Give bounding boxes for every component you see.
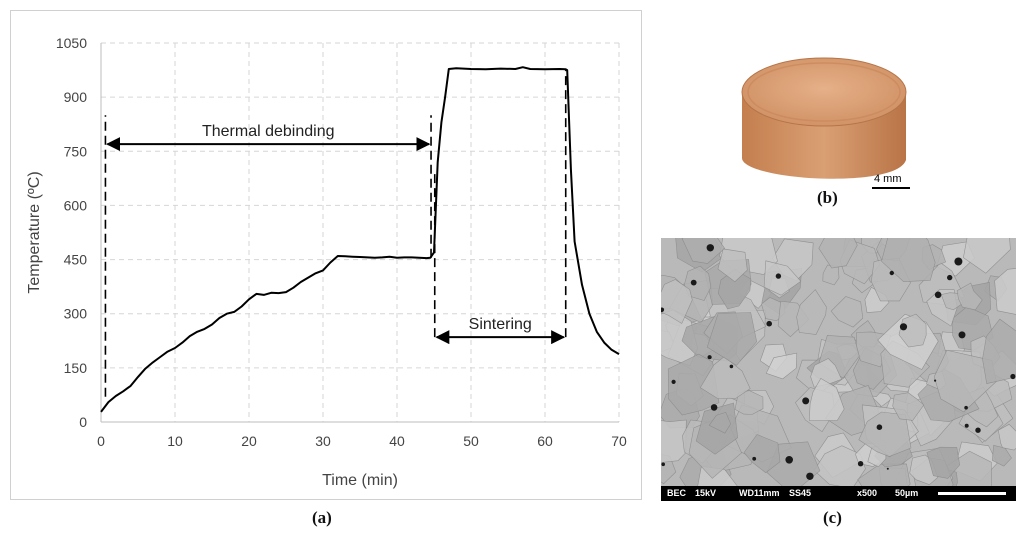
y-tick-label: 450 bbox=[64, 252, 88, 268]
sample-photo: 4 mm bbox=[736, 50, 956, 215]
temperature-series-line bbox=[100, 66, 620, 413]
y-tick-label: 750 bbox=[64, 143, 88, 159]
y-tick-label: 600 bbox=[64, 197, 88, 213]
y-tick-label: 0 bbox=[79, 414, 87, 430]
sem-texture bbox=[661, 238, 1016, 501]
x-tick-label: 40 bbox=[389, 433, 405, 449]
x-tick-label: 0 bbox=[97, 433, 105, 449]
x-tick-label: 20 bbox=[241, 433, 257, 449]
sem-scale-label: 50µm bbox=[895, 488, 919, 498]
x-tick-label: 60 bbox=[537, 433, 553, 449]
chart-frame: 0 150 300 450 600 750 900 1050 0 10 20 30 40 50 60 70 Ti… bbox=[10, 10, 642, 500]
y-tick-label: 300 bbox=[64, 306, 88, 322]
annotation-label: Sintering bbox=[469, 316, 532, 333]
x-tick-label: 50 bbox=[463, 433, 479, 449]
sem-micrograph: BEC 15kV WD11mm SS45 x500 50µm bbox=[661, 238, 1016, 501]
panel-label-b: (b) bbox=[817, 188, 838, 207]
sample-top-rim bbox=[747, 62, 901, 122]
sem-magnification: x500 bbox=[857, 488, 878, 498]
sem-working-distance: WD11mm bbox=[739, 488, 780, 498]
sem-spot-size: SS45 bbox=[789, 488, 812, 498]
sem-scale-bar bbox=[938, 492, 1006, 495]
y-tick-label: 900 bbox=[64, 89, 88, 105]
sem-info-bar: BEC 15kV WD11mm SS45 x500 50µm bbox=[661, 486, 1016, 501]
sem-grain-texture bbox=[661, 238, 1016, 501]
sample-top bbox=[741, 57, 907, 127]
temperature-chart: 0 150 300 450 600 750 900 1050 0 10 20 30 40 50 60 70 Ti… bbox=[26, 35, 627, 489]
annotation-label: Thermal debinding bbox=[202, 123, 335, 140]
y-axis-title: Temperature (ºC) bbox=[26, 171, 43, 293]
x-tick-label: 10 bbox=[167, 433, 183, 449]
panel-label-a: (a) bbox=[312, 508, 332, 527]
panel-label-c: (c) bbox=[823, 508, 842, 527]
y-tick-label: 150 bbox=[64, 360, 88, 376]
x-tick-label: 70 bbox=[611, 433, 627, 449]
x-axis-title: Time (min) bbox=[322, 472, 398, 489]
y-tick-label: 1050 bbox=[56, 35, 87, 51]
x-tick-label: 30 bbox=[315, 433, 331, 449]
photo-scale-label: 4 mm bbox=[874, 173, 902, 185]
sem-voltage: 15kV bbox=[695, 488, 717, 498]
sem-mode: BEC bbox=[667, 488, 687, 498]
sample-photo-svg: 4 mm bbox=[741, 57, 910, 189]
